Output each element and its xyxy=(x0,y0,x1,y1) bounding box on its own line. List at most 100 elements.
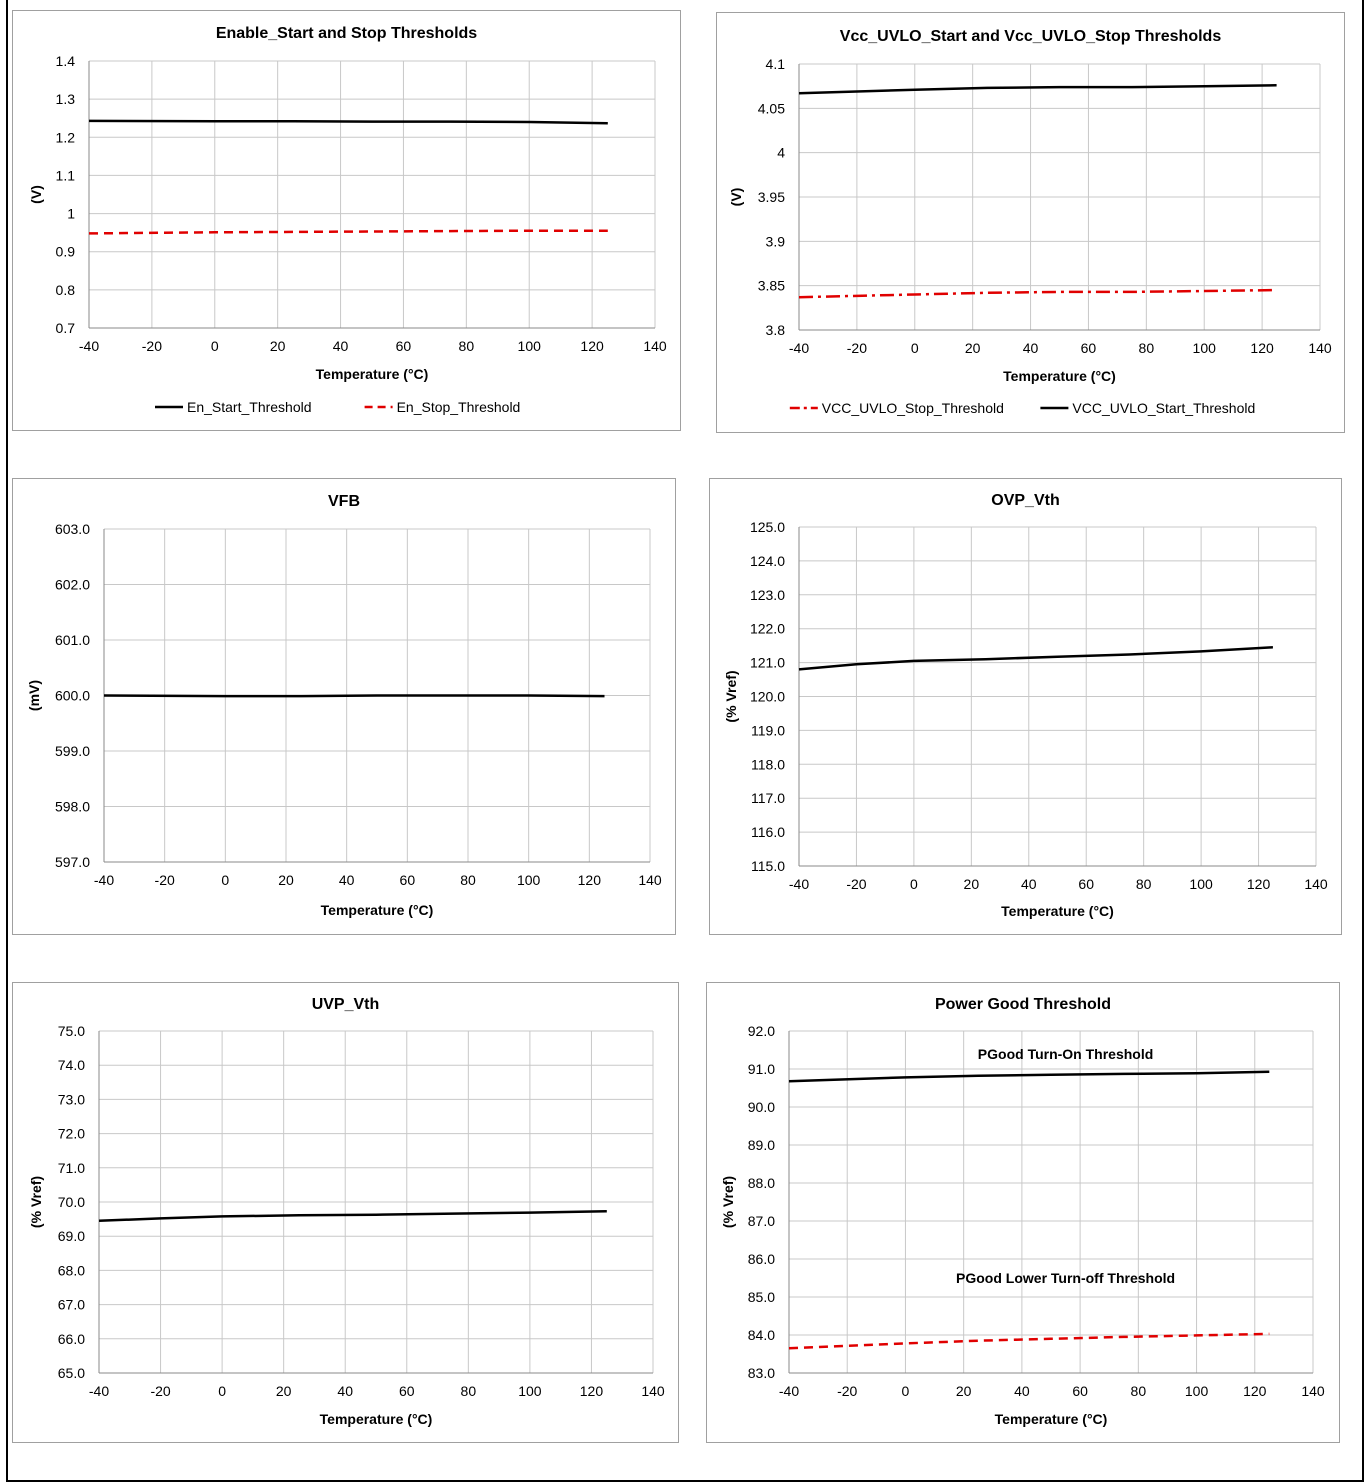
x-tick-label: 80 xyxy=(461,1383,477,1399)
chart-annotation: PGood Lower Turn-off Threshold xyxy=(956,1270,1175,1286)
x-axis-label: Temperature (°C) xyxy=(995,1411,1108,1427)
y-tick-label: 122.0 xyxy=(750,621,785,637)
x-tick-label: -20 xyxy=(142,338,162,354)
y-tick-label: 603.0 xyxy=(55,521,90,537)
y-tick-label: 3.8 xyxy=(766,322,786,338)
x-tick-label: 140 xyxy=(1308,340,1332,356)
x-tick-label: 20 xyxy=(965,340,981,356)
y-tick-label: 88.0 xyxy=(748,1175,775,1191)
y-tick-label: 67.0 xyxy=(58,1297,85,1313)
y-axis-label: (mV) xyxy=(26,680,42,711)
y-tick-label: 598.0 xyxy=(55,799,90,815)
x-tick-label: 40 xyxy=(1021,876,1037,892)
y-tick-label: 75.0 xyxy=(58,1023,85,1039)
y-tick-label: 599.0 xyxy=(55,743,90,759)
chart-panel-ovp: OVP_Vth -40 -20 0 20 40 60 80 100 120 140 115.0 116.… xyxy=(709,478,1342,935)
y-tick-label: 123.0 xyxy=(750,587,785,603)
x-tick-label: 100 xyxy=(518,338,542,354)
y-tick-label: 601.0 xyxy=(55,632,90,648)
y-tick-label: 65.0 xyxy=(58,1365,85,1381)
x-tick-label: 100 xyxy=(1185,1383,1209,1399)
chart-title: Enable_Start and Stop Thresholds xyxy=(216,25,477,42)
y-tick-label: 118.0 xyxy=(751,756,785,772)
y-tick-label: 87.0 xyxy=(748,1213,775,1229)
chart-power-good-threshold: Power Good Threshold -40 -20 0 20 40 60 80 100 12… xyxy=(720,996,1325,1427)
y-tick-label: 120.0 xyxy=(750,689,785,705)
x-tick-label: 40 xyxy=(337,1383,353,1399)
x-tick-label: 20 xyxy=(270,338,286,354)
x-tick-label: 80 xyxy=(460,872,476,888)
x-tick-label: -40 xyxy=(89,1383,109,1399)
chart-title: VFB xyxy=(328,493,360,510)
y-tick-label: 70.0 xyxy=(58,1194,85,1210)
chart-panel-vcc-uvlo: Vcc_UVLO_Start and Vcc_UVLO_Stop Thresho… xyxy=(716,12,1345,433)
chart-panel-vfb: VFB -40 -20 0 20 40 60 80 100 120 140 597.0 598.0 599… xyxy=(12,478,676,935)
x-tick-label: 60 xyxy=(1072,1383,1088,1399)
series-line-1 xyxy=(88,229,608,235)
y-tick-label: 86.0 xyxy=(748,1251,775,1267)
y-tick-label: 0.7 xyxy=(56,320,76,336)
y-axis-label: (% Vref) xyxy=(723,670,739,722)
x-tick-label: 120 xyxy=(578,872,602,888)
x-tick-label: -40 xyxy=(789,340,809,356)
legend-label: En_Stop_Threshold xyxy=(397,399,521,415)
x-axis-label: Temperature (°C) xyxy=(1003,368,1116,384)
y-tick-label: 3.9 xyxy=(766,233,786,249)
series-line-0 xyxy=(788,1070,1270,1083)
x-tick-label: 60 xyxy=(396,338,412,354)
series-line-1 xyxy=(798,84,1277,95)
x-axis-label: Temperature (°C) xyxy=(320,1411,433,1427)
x-tick-label: 20 xyxy=(964,876,980,892)
y-tick-label: 4.1 xyxy=(766,56,786,72)
x-tick-label: -40 xyxy=(779,1383,799,1399)
x-tick-label: 120 xyxy=(580,338,604,354)
chart-vfb: VFB -40 -20 0 20 40 60 80 100 120 140 597.0 598.0 599… xyxy=(26,493,662,918)
y-tick-label: 0.9 xyxy=(56,244,76,260)
x-tick-label: -40 xyxy=(79,338,99,354)
y-tick-label: 1.2 xyxy=(56,129,76,145)
y-tick-label: 83.0 xyxy=(748,1365,775,1381)
y-tick-label: 600.0 xyxy=(55,688,90,704)
y-axis-label: (V) xyxy=(728,188,744,207)
chart-title: UVP_Vth xyxy=(312,996,380,1013)
x-tick-label: 0 xyxy=(902,1383,910,1399)
y-tick-label: 116.0 xyxy=(751,824,785,840)
y-tick-label: 602.0 xyxy=(55,577,90,593)
y-tick-label: 119.0 xyxy=(751,722,785,738)
x-tick-label: -40 xyxy=(94,872,114,888)
y-axis-label: (% Vref) xyxy=(28,1176,44,1228)
y-axis-label: (% Vref) xyxy=(720,1176,736,1228)
x-tick-label: 0 xyxy=(211,338,219,354)
x-tick-label: 140 xyxy=(638,872,662,888)
y-tick-label: 1.3 xyxy=(56,91,76,107)
chart-uvp-vth: UVP_Vth -40 -20 0 20 40 60 80 100 120 140 65.0 66.0 6… xyxy=(28,996,665,1427)
y-tick-label: 1.4 xyxy=(56,53,76,69)
y-tick-label: 597.0 xyxy=(55,854,90,870)
series-line-0 xyxy=(88,119,608,125)
x-tick-label: 120 xyxy=(1247,876,1271,892)
chart-title: Power Good Threshold xyxy=(935,996,1111,1013)
y-tick-label: 125.0 xyxy=(750,519,785,535)
y-tick-label: 89.0 xyxy=(748,1137,775,1153)
y-tick-label: 121.0 xyxy=(750,655,785,671)
x-tick-label: -20 xyxy=(150,1383,170,1399)
legend-label: VCC_UVLO_Start_Threshold xyxy=(1072,400,1255,416)
series-line-0 xyxy=(98,1209,607,1223)
x-tick-label: 140 xyxy=(1304,876,1328,892)
chart-annotation: PGood Turn-On Threshold xyxy=(978,1046,1154,1062)
x-tick-label: 60 xyxy=(399,1383,415,1399)
x-tick-label: 80 xyxy=(1136,876,1152,892)
x-tick-label: 0 xyxy=(218,1383,226,1399)
x-tick-label: 60 xyxy=(400,872,416,888)
y-tick-label: 69.0 xyxy=(58,1228,85,1244)
y-tick-label: 74.0 xyxy=(58,1057,85,1073)
y-tick-label: 66.0 xyxy=(58,1331,85,1347)
legend: VCC_UVLO_Stop_Threshold VCC_UVLO_Start_Th… xyxy=(789,400,1255,416)
y-tick-label: 4.05 xyxy=(758,100,785,116)
x-tick-label: 40 xyxy=(1023,340,1039,356)
y-tick-label: 115.0 xyxy=(751,858,785,874)
x-tick-label: 100 xyxy=(1193,340,1217,356)
x-tick-label: 40 xyxy=(1014,1383,1030,1399)
y-tick-label: 1 xyxy=(67,206,75,222)
legend-label: En_Start_Threshold xyxy=(187,399,312,415)
